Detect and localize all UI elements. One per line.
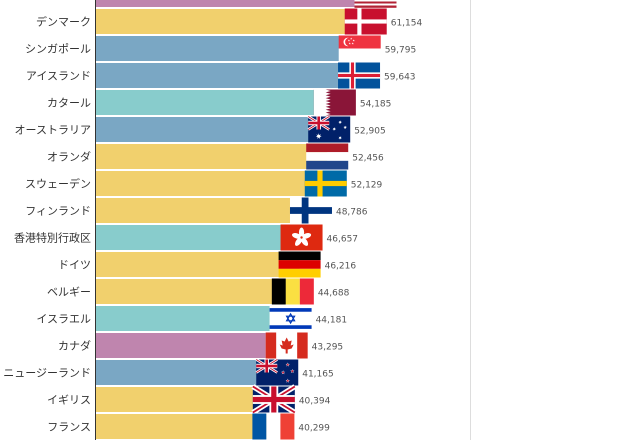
sweden-flag-icon: [304, 170, 347, 197]
bar: [95, 144, 328, 169]
value-label: 52,129: [351, 181, 383, 191]
category-label: イギリス: [47, 394, 91, 407]
hong-kong-flag-icon: [280, 224, 323, 251]
netherlands-flag-icon: [306, 143, 349, 170]
bar-group: カナダ 43,295: [58, 332, 344, 359]
category-label: スウェーデン: [25, 177, 91, 191]
value-label: 63,358: [400, 0, 432, 2]
bar: [95, 171, 326, 196]
bar: [95, 387, 274, 412]
new-zealand-flag-icon: [255, 358, 299, 386]
category-label: デンマーク: [36, 15, 91, 29]
category-label: アイスランド: [26, 70, 91, 83]
germany-flag-icon: [278, 251, 321, 278]
israel-flag-icon: [269, 305, 312, 332]
value-label: 44,688: [318, 289, 350, 299]
category-label: イスラエル: [36, 313, 91, 326]
bar: [95, 252, 300, 277]
category-label: フィンランド: [25, 205, 91, 218]
value-label: 59,643: [384, 73, 416, 83]
bar: [95, 279, 293, 304]
france-flag-icon: [252, 413, 295, 440]
bar-group: フィンランド 48,786: [25, 197, 368, 224]
bar-group: カタール 54,185: [47, 89, 392, 116]
value-label: 40,394: [299, 397, 331, 407]
value-label: 43,295: [312, 343, 344, 353]
category-label: ドイツ: [58, 259, 91, 272]
value-label: 61,154: [391, 19, 423, 29]
qatar-flag-icon: [313, 89, 356, 116]
bar: [95, 360, 278, 385]
value-label: 44,181: [316, 316, 348, 326]
bar: [95, 0, 376, 7]
bar: [95, 198, 311, 223]
category-label: ベルギー: [47, 286, 91, 299]
bar-group: オーストラリア 52,905: [15, 115, 386, 143]
bar: [95, 9, 366, 34]
bar: [95, 414, 274, 439]
bar-group: スウェーデン 52,129: [25, 170, 383, 197]
bar: [95, 90, 335, 115]
category-label: 香港特別行政区: [14, 231, 91, 245]
usa-flag-icon: [354, 0, 397, 8]
bar-group: イギリス 40,394: [47, 384, 331, 415]
bar: [95, 36, 360, 61]
bar-group: オランダ 52,456: [47, 143, 384, 170]
value-label: 52,456: [352, 154, 384, 164]
finland-flag-icon: [289, 197, 332, 224]
value-label: 41,165: [302, 370, 334, 380]
bar: [95, 225, 302, 250]
bar-group: シンガポール 59,795: [25, 35, 417, 62]
iceland-flag-icon: [338, 62, 381, 89]
category-label: ニュージーランド: [3, 367, 91, 380]
category-label: カタール: [47, 97, 91, 110]
singapore-flag-icon: [338, 35, 381, 62]
value-label: 46,657: [327, 235, 359, 245]
value-label: 59,795: [385, 46, 417, 56]
bar-group: 香港特別行政区 46,657: [14, 224, 359, 251]
category-label: フランス: [47, 421, 91, 434]
bar: [95, 63, 360, 88]
bar: [95, 117, 330, 142]
bar-group: ドイツ 46,216: [58, 251, 357, 278]
bar-group: ベルギー 44,688: [47, 278, 350, 305]
category-label: シンガポール: [25, 43, 91, 56]
bar-group: フランス 40,299: [47, 413, 330, 440]
bar-group: アイスランド 59,643: [26, 62, 416, 89]
bar-group: アメリカ 63,358: [48, 0, 432, 8]
category-label: オランダ: [47, 150, 91, 164]
bar-group: デンマーク 61,154: [36, 8, 423, 35]
uk-flag-icon: [251, 384, 297, 415]
category-label: オーストラリア: [15, 124, 91, 137]
value-label: 54,185: [360, 100, 392, 110]
australia-flag-icon: [307, 115, 351, 143]
value-label: 40,299: [298, 424, 330, 434]
denmark-flag-icon: [344, 8, 387, 35]
value-label: 48,786: [336, 208, 368, 218]
bar-group: ニュージーランド 41,165: [3, 358, 334, 386]
bar: [95, 306, 291, 331]
value-label: 46,216: [325, 262, 357, 272]
bar: [95, 333, 287, 358]
belgium-flag-icon: [271, 278, 314, 305]
category-label: アメリカ: [48, 0, 91, 2]
value-label: 52,905: [354, 127, 386, 137]
bar-group: イスラエル 44,181: [36, 305, 348, 332]
canada-flag-icon: [265, 332, 308, 359]
category-label: カナダ: [58, 339, 91, 353]
